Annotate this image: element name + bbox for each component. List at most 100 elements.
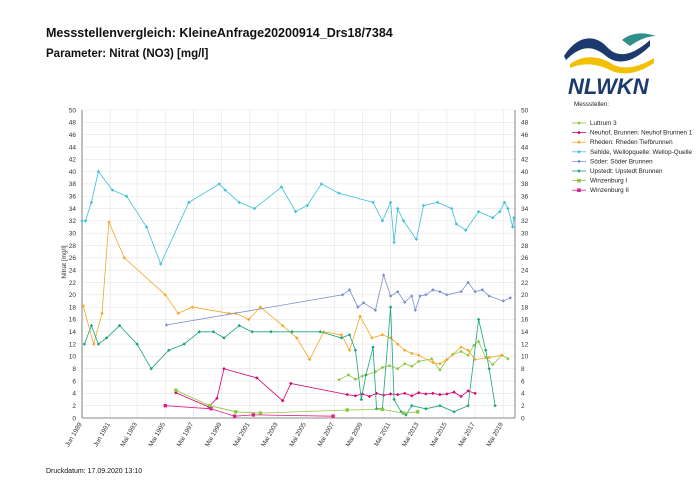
data-point [491, 362, 495, 367]
data-point [413, 308, 418, 312]
data-point [92, 342, 96, 346]
data-point [209, 407, 213, 411]
data-point [149, 367, 153, 371]
y-tick-label-right: 18 [521, 304, 529, 311]
legend-item: Rheden: Rheden Tiefbrunnen [590, 139, 673, 146]
data-point [100, 311, 104, 315]
y-tick-label-left: 6 [72, 378, 76, 385]
data-point [577, 130, 581, 135]
y-tick-label-right: 8 [521, 366, 525, 373]
data-point [392, 397, 396, 402]
x-tick-label: Mai 2003 [260, 421, 280, 448]
x-tick-label: Mai 2005 [288, 421, 308, 448]
data-point [347, 288, 352, 292]
data-point [187, 200, 191, 205]
y-tick-label-left: 12 [69, 341, 77, 348]
series-line [84, 307, 496, 416]
y-tick-label-left: 8 [72, 366, 76, 373]
data-point [255, 376, 259, 380]
legend-item: Upstedt: Upstedt Brunnen [590, 168, 663, 175]
data-point [163, 293, 167, 297]
x-tick-label: Jun 1989 [64, 421, 84, 448]
legend-item: Söder: Söder Brunnen [590, 158, 653, 165]
data-point [410, 364, 414, 368]
data-point [402, 348, 407, 352]
data-point [367, 394, 372, 399]
data-point [208, 403, 212, 408]
data-point [353, 394, 358, 398]
y-tick-label-left: 50 [69, 107, 77, 114]
data-point [96, 342, 101, 346]
legend-item: Luttrum 3 [590, 120, 617, 127]
data-point [473, 391, 477, 396]
data-point [81, 304, 85, 308]
chart-legend: Messstellen: Luttrum 3 Neuhof, Brunnen: Ne… [572, 101, 693, 194]
data-point [346, 373, 351, 377]
y-tick-label-left: 4 [72, 391, 76, 398]
data-point [163, 403, 167, 408]
y-tick-label-right: 38 [521, 181, 529, 188]
data-point [295, 336, 299, 340]
data-point [577, 159, 581, 164]
data-point [347, 333, 352, 337]
data-point [222, 367, 226, 371]
data-point [246, 317, 251, 322]
data-point [498, 209, 502, 214]
data-point [89, 323, 94, 328]
series-group [164, 273, 513, 327]
data-point [371, 200, 375, 205]
data-point [337, 191, 341, 195]
data-point [360, 374, 365, 378]
data-point [466, 403, 470, 408]
data-point [487, 367, 491, 371]
x-tick-label: Mai 2001 [232, 421, 252, 448]
nlwkn-logo-graphic: NLWKN [564, 33, 656, 99]
data-point [293, 209, 298, 214]
data-point [577, 150, 581, 154]
data-point [252, 206, 257, 211]
y-tick-label-left: 16 [69, 317, 77, 324]
series-line [338, 340, 509, 381]
data-point [402, 362, 407, 366]
y-tick-label-left: 30 [69, 231, 77, 238]
data-point [487, 294, 491, 298]
x-tick-label: Jun 1991 [92, 421, 112, 448]
data-point [364, 373, 368, 377]
y-tick-label-left: 10 [69, 354, 77, 361]
data-point [339, 336, 344, 340]
data-point [371, 345, 375, 349]
data-point [445, 357, 449, 362]
legend-item: Winzenburg II [590, 187, 629, 194]
y-tick-label-right: 14 [521, 329, 529, 336]
data-point [190, 305, 195, 309]
data-point [340, 293, 345, 297]
data-point [476, 317, 481, 322]
data-point [392, 240, 396, 245]
data-point [370, 336, 374, 340]
y-tick-label-left: 22 [69, 280, 77, 287]
data-point [459, 290, 463, 294]
data-point [176, 311, 180, 315]
data-point [429, 357, 434, 361]
data-point [395, 342, 400, 346]
data-point [305, 203, 310, 208]
y-tick-label-right: 0 [521, 415, 525, 422]
series-line [82, 221, 503, 365]
data-point [174, 388, 178, 392]
data-point [577, 178, 581, 183]
y-tick-label-right: 24 [521, 267, 529, 274]
data-point [182, 342, 186, 346]
series-group [174, 367, 477, 409]
data-point [418, 294, 422, 298]
x-tick-label: Mai 1995 [148, 421, 168, 448]
data-point [388, 294, 393, 298]
data-point [449, 206, 454, 211]
data-point [401, 411, 406, 415]
data-point [438, 290, 442, 294]
data-point [222, 336, 226, 340]
data-point [395, 392, 400, 397]
data-point [417, 359, 421, 364]
data-point [501, 299, 505, 303]
data-point [577, 169, 581, 173]
